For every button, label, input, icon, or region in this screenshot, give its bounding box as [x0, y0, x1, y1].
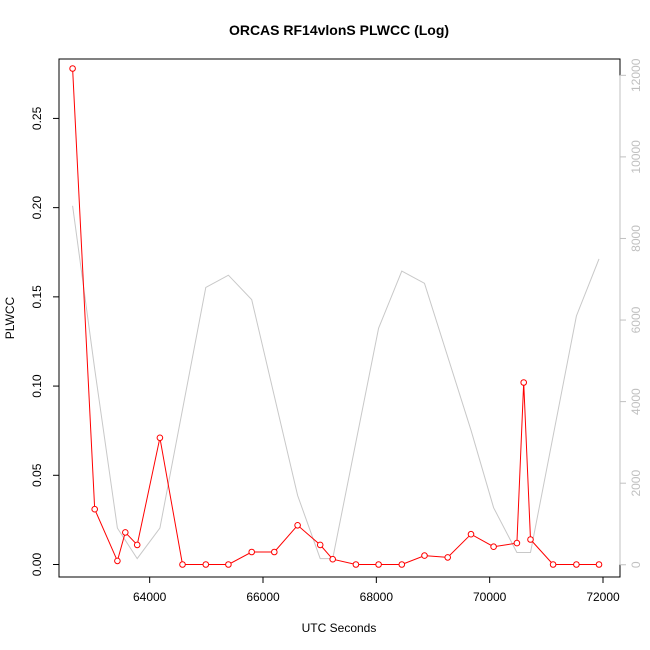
data-point — [444, 554, 452, 561]
data-point — [520, 379, 528, 386]
data-point — [248, 548, 255, 556]
data-point — [179, 561, 186, 568]
y2-tick-label: 6000 — [629, 306, 643, 333]
data-point — [294, 522, 301, 529]
data-point — [202, 561, 210, 568]
y2-tick-label: 0 — [629, 561, 643, 568]
data-point — [69, 65, 76, 72]
data-point — [91, 505, 98, 513]
primary-series — [69, 65, 603, 568]
chart-title: ORCAS RF14vlonS PLWCC (Log) — [229, 22, 449, 38]
data-point — [122, 529, 129, 536]
data-point — [156, 434, 164, 442]
secondary-series — [72, 205, 600, 560]
data-point — [527, 536, 534, 543]
primary-series-line — [72, 68, 599, 565]
x-tick-label: 70000 — [473, 590, 507, 604]
y-tick-label: 0.25 — [30, 106, 44, 130]
x-tick-label: 72000 — [586, 590, 620, 604]
data-point — [595, 561, 603, 568]
x-axis-label: UTC Seconds — [302, 621, 377, 635]
x-tick-label: 64000 — [133, 590, 167, 604]
y2-tick-label: 2000 — [629, 470, 643, 497]
y-axis: 0.00 0.05 0.10 0.15 0.20 0.25 — [30, 106, 60, 577]
data-point — [490, 543, 497, 551]
y2-tick-label: 10000 — [629, 140, 643, 174]
data-point — [467, 530, 475, 538]
y-tick-label: 0.15 — [30, 285, 44, 309]
data-point — [329, 555, 337, 563]
plot-frame — [58, 58, 621, 578]
secondary-series-line — [72, 205, 600, 560]
data-point — [114, 557, 121, 565]
y-tick-label: 0.20 — [30, 196, 44, 220]
y-tick-label: 0.05 — [30, 463, 44, 487]
y2-tick-label: 8000 — [629, 225, 643, 252]
y2-axis: 0 2000 4000 6000 8000 10000 12000 — [619, 58, 643, 568]
data-point — [133, 541, 141, 549]
data-point — [316, 541, 324, 549]
x-axis: 64000 66000 68000 70000 72000 — [133, 576, 620, 604]
data-point — [573, 561, 580, 568]
data-point — [375, 561, 382, 568]
data-point — [271, 548, 278, 556]
data-point — [225, 561, 232, 568]
y2-tick-label: 12000 — [629, 58, 643, 92]
x-tick-label: 66000 — [246, 590, 280, 604]
y-tick-label: 0.00 — [30, 553, 44, 577]
data-point — [513, 539, 521, 547]
data-point — [352, 561, 360, 568]
x-tick-label: 68000 — [360, 590, 394, 604]
data-point — [421, 552, 428, 559]
y-axis-label: PLWCC — [3, 296, 17, 339]
data-point — [549, 561, 557, 568]
y2-tick-label: 4000 — [629, 388, 643, 415]
y-tick-label: 0.10 — [30, 374, 44, 398]
data-point — [398, 561, 406, 568]
